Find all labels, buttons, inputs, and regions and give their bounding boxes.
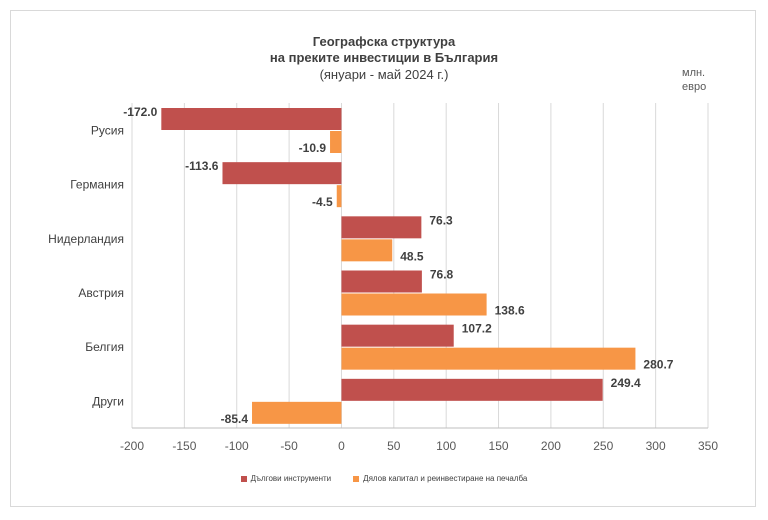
data-label: -85.4 xyxy=(221,412,249,426)
legend-label-equity: Дялов капитал и реинвестиране на печалба xyxy=(363,474,528,483)
x-tick-label: 200 xyxy=(541,439,561,453)
chart-title-line-1: Географска структура xyxy=(312,34,456,49)
legend-item-equity: Дялов капитал и реинвестиране на печалба xyxy=(353,474,527,483)
x-tick-label: 300 xyxy=(646,439,666,453)
legend-item-debt: Дългови инструменти xyxy=(240,474,332,483)
data-label: 48.5 xyxy=(400,249,424,263)
category-label: Австрия xyxy=(78,286,124,300)
x-tick-label: 250 xyxy=(593,439,613,453)
data-label: -4.5 xyxy=(312,195,333,209)
x-tick-label: -50 xyxy=(280,439,298,453)
bar-equity xyxy=(341,347,636,370)
bar-debt xyxy=(341,324,454,347)
bar-equity xyxy=(341,293,487,316)
bar-debt xyxy=(341,270,422,293)
data-label: 249.4 xyxy=(611,376,641,390)
data-label: 280.7 xyxy=(643,358,673,372)
bar-equity xyxy=(336,185,342,208)
x-tick-label: 350 xyxy=(698,439,718,453)
bar-debt xyxy=(341,378,603,401)
legend-label-debt: Дългови инструменти xyxy=(250,474,332,483)
category-label: Белгия xyxy=(85,340,124,354)
data-label: 76.3 xyxy=(429,213,453,227)
chart-title-line-2: на преките инвестиции в България xyxy=(269,50,499,65)
x-tick-label: -100 xyxy=(225,439,249,453)
data-label: -113.6 xyxy=(185,159,219,173)
legend-swatch-debt xyxy=(240,475,247,482)
bar-debt xyxy=(161,108,342,130)
x-tick-label: 50 xyxy=(387,439,401,453)
bar-equity xyxy=(252,401,342,424)
bar-equity xyxy=(341,239,393,262)
x-tick-label: 150 xyxy=(489,439,509,453)
category-label: Русия xyxy=(91,124,124,138)
bar-debt xyxy=(222,162,342,185)
category-label: Германия xyxy=(70,178,124,192)
x-tick-label: 0 xyxy=(338,439,345,453)
data-label: 76.8 xyxy=(430,268,454,282)
bar-equity xyxy=(330,131,342,153)
category-label: Други xyxy=(92,394,124,408)
data-label: -172.0 xyxy=(123,105,157,119)
chart-title-line-3: (януари - май 2024 г.) xyxy=(319,67,449,82)
legend-swatch-equity xyxy=(353,475,360,482)
unit-label: млн. евро xyxy=(682,67,707,93)
x-tick-label: -200 xyxy=(120,439,144,453)
data-label: 107.2 xyxy=(462,322,492,336)
legend: Дългови инструменти Дялов капитал и реин… xyxy=(0,474,768,483)
data-label: -10.9 xyxy=(299,141,327,155)
x-tick-label: 100 xyxy=(436,439,456,453)
data-label: 138.6 xyxy=(495,304,525,318)
bar-debt xyxy=(341,216,422,239)
category-label: Нидерландия xyxy=(48,232,124,246)
x-tick-label: -150 xyxy=(172,439,196,453)
